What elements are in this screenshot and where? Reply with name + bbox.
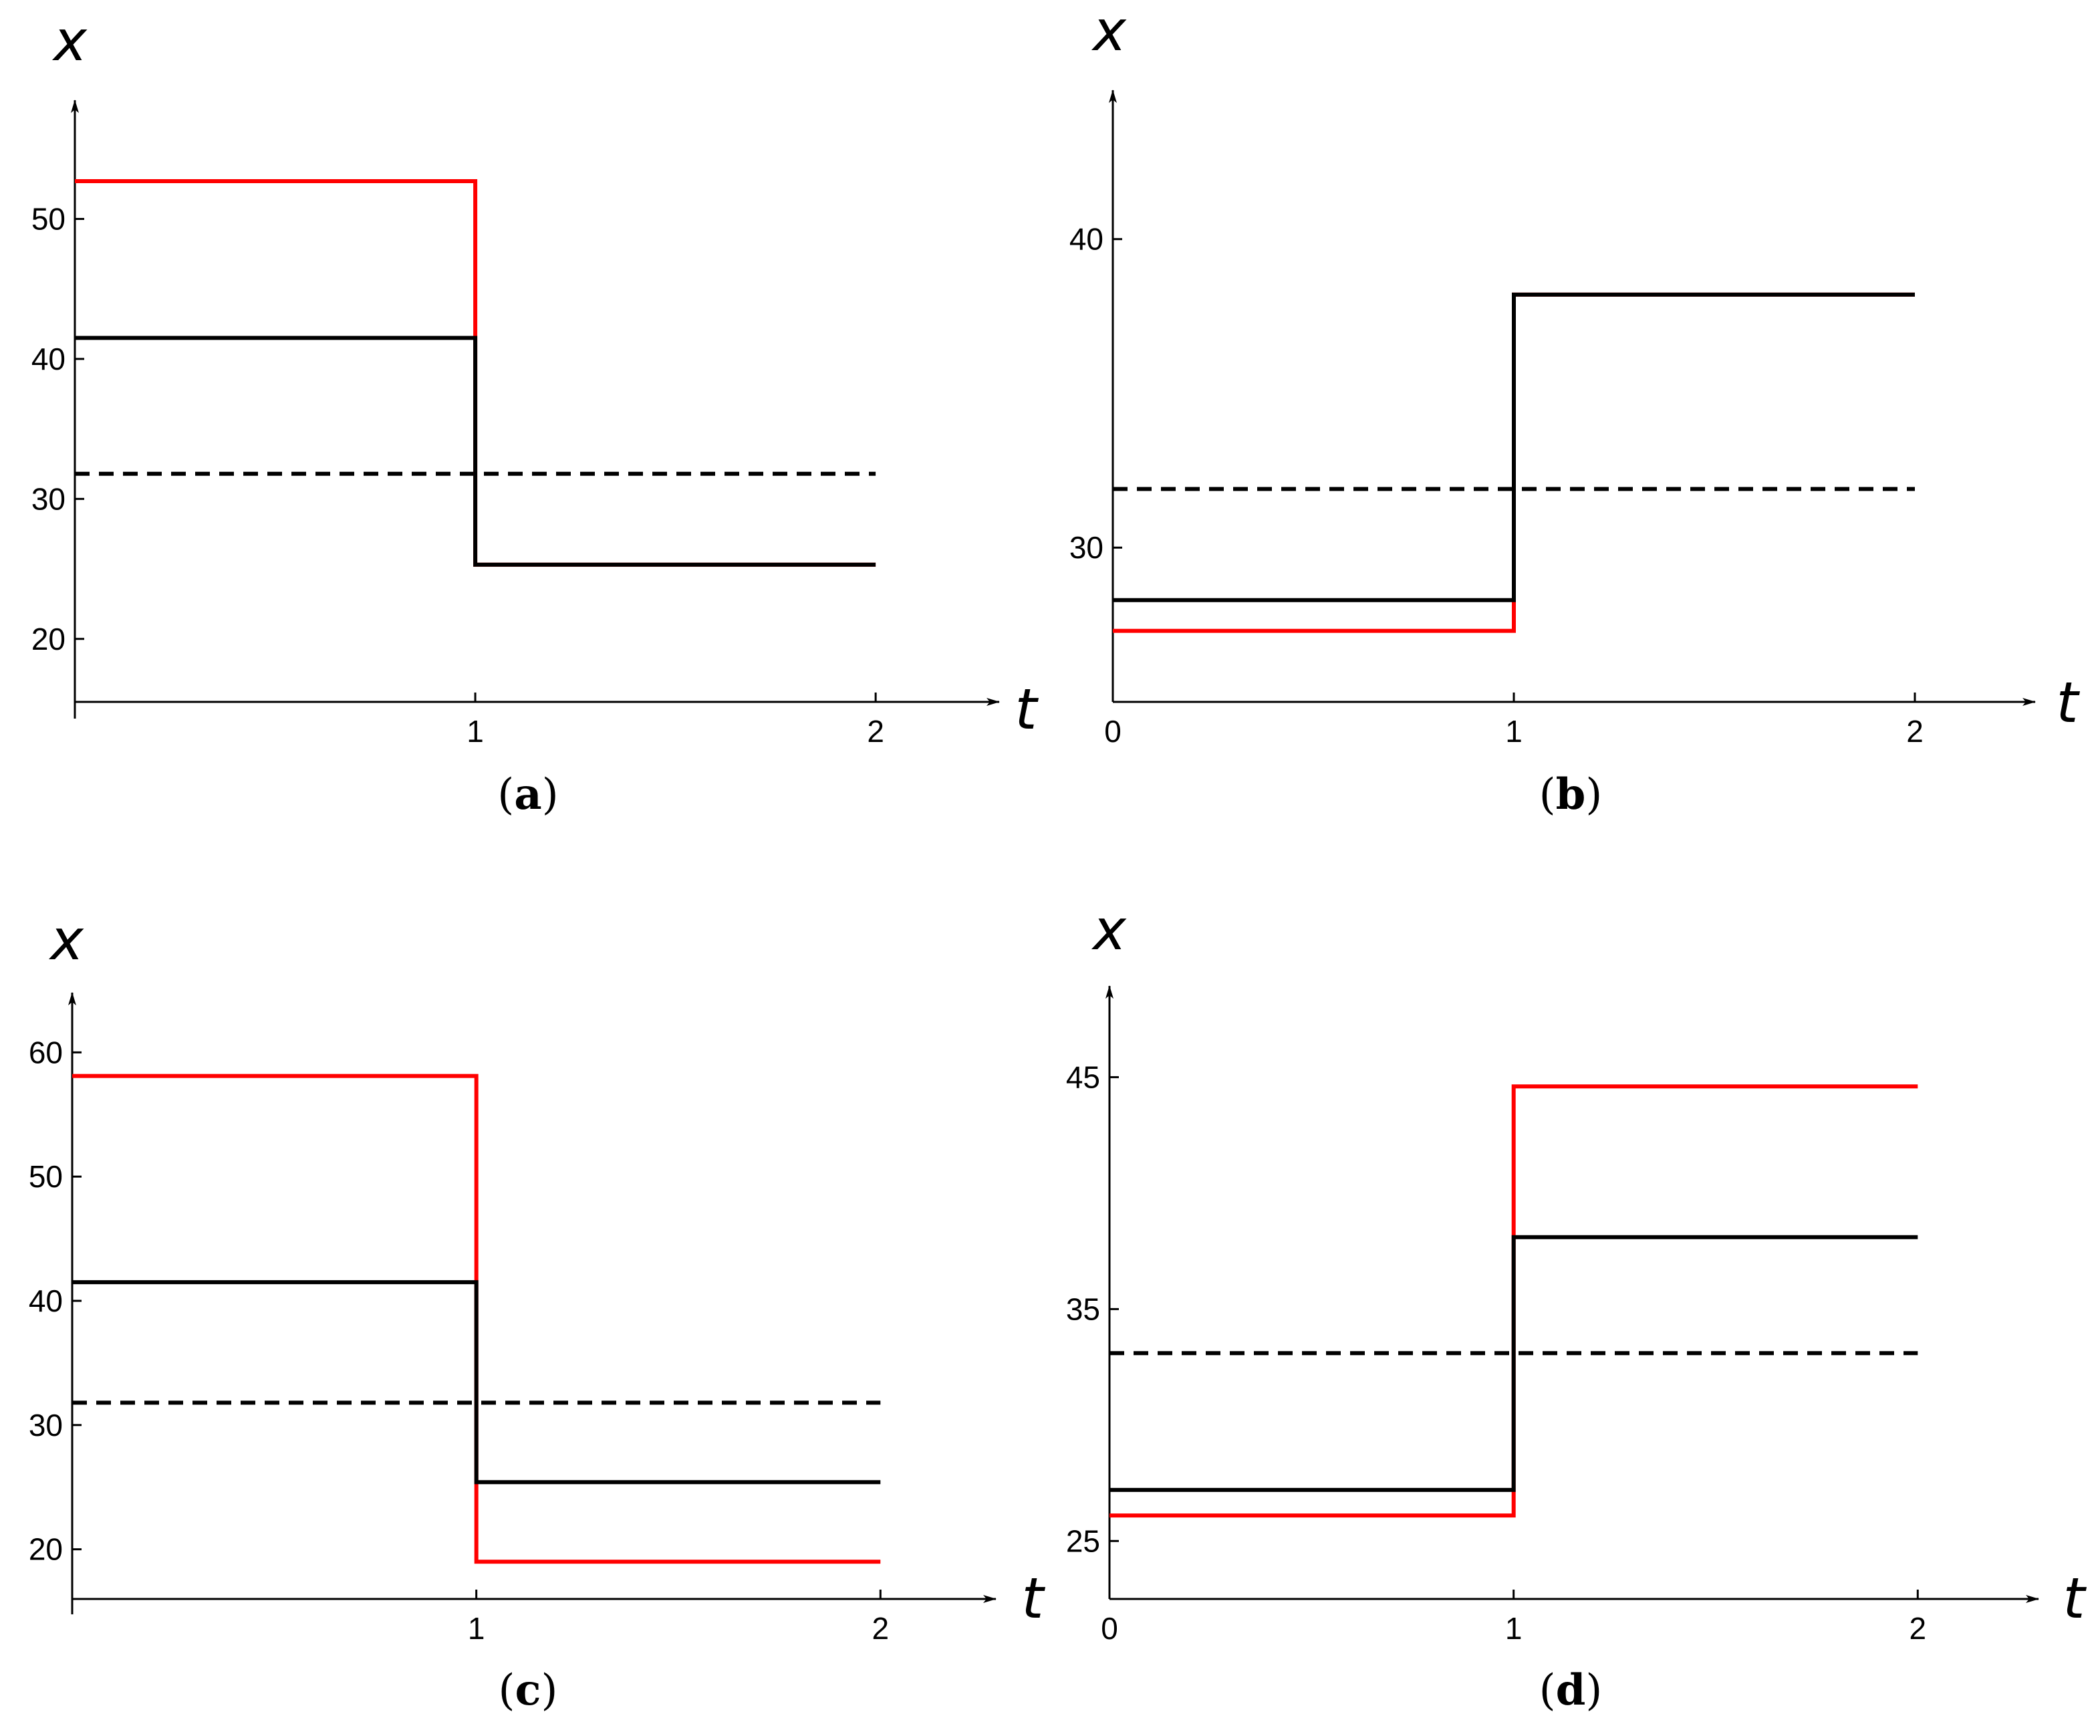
black-step-line — [1109, 1235, 1918, 1492]
panel-c: 1 2 20 30 40 50 60 t x (c) — [29, 907, 1046, 1715]
x-tick-label: 0 — [1101, 1611, 1118, 1646]
y-tick-label: 50 — [29, 1159, 63, 1194]
y-tick-label: 30 — [1069, 530, 1103, 565]
black-step-line — [1113, 292, 1915, 602]
x-axis-label: t — [2057, 670, 2081, 735]
panel-a: 1 2 20 30 40 50 t x (a) — [31, 8, 1039, 820]
x-tick-label: 0 — [1104, 714, 1122, 749]
y-tick-label: 40 — [1069, 222, 1103, 257]
panel-b: 0 1 2 30 40 t x (b) — [1069, 0, 2081, 820]
x-tick-label: 1 — [1505, 714, 1523, 749]
panel-caption: (a) — [497, 769, 558, 820]
panel-caption: (b) — [1539, 769, 1603, 820]
y-tick-label: 40 — [29, 1283, 63, 1318]
x-axis-label: t — [1022, 1566, 1046, 1631]
panel-d: 0 1 2 25 35 45 t x (d) — [1066, 897, 2087, 1715]
x-tick-label: 2 — [867, 714, 884, 749]
y-tick-label: 25 — [1066, 1523, 1100, 1558]
x-tick-label: 2 — [1910, 1611, 1927, 1646]
panel-caption: (c) — [499, 1665, 558, 1715]
x-tick-label: 1 — [468, 1611, 485, 1646]
y-tick-label: 20 — [29, 1532, 63, 1567]
y-tick-label: 20 — [31, 622, 65, 656]
black-step-line — [72, 1280, 881, 1485]
y-axis-label: x — [1091, 0, 1127, 64]
x-axis-label: t — [1015, 676, 1039, 742]
y-tick-label: 40 — [31, 342, 65, 376]
y-tick-label: 35 — [1066, 1291, 1100, 1326]
y-axis-label: x — [48, 907, 84, 973]
x-tick-label: 2 — [872, 1611, 890, 1646]
x-tick-label: 2 — [1906, 714, 1924, 749]
x-tick-label: 1 — [467, 714, 484, 749]
x-axis-label: t — [2063, 1566, 2087, 1631]
panel-caption: (d) — [1539, 1665, 1603, 1715]
y-tick-label: 30 — [31, 481, 65, 516]
y-axis-label: x — [1091, 897, 1127, 963]
y-tick-label: 45 — [1066, 1060, 1100, 1094]
black-step-line — [75, 336, 876, 567]
y-tick-label: 60 — [29, 1035, 63, 1070]
y-tick-label: 50 — [31, 202, 65, 237]
y-tick-label: 30 — [29, 1408, 63, 1443]
x-tick-label: 1 — [1505, 1611, 1523, 1646]
y-axis-label: x — [51, 8, 88, 74]
